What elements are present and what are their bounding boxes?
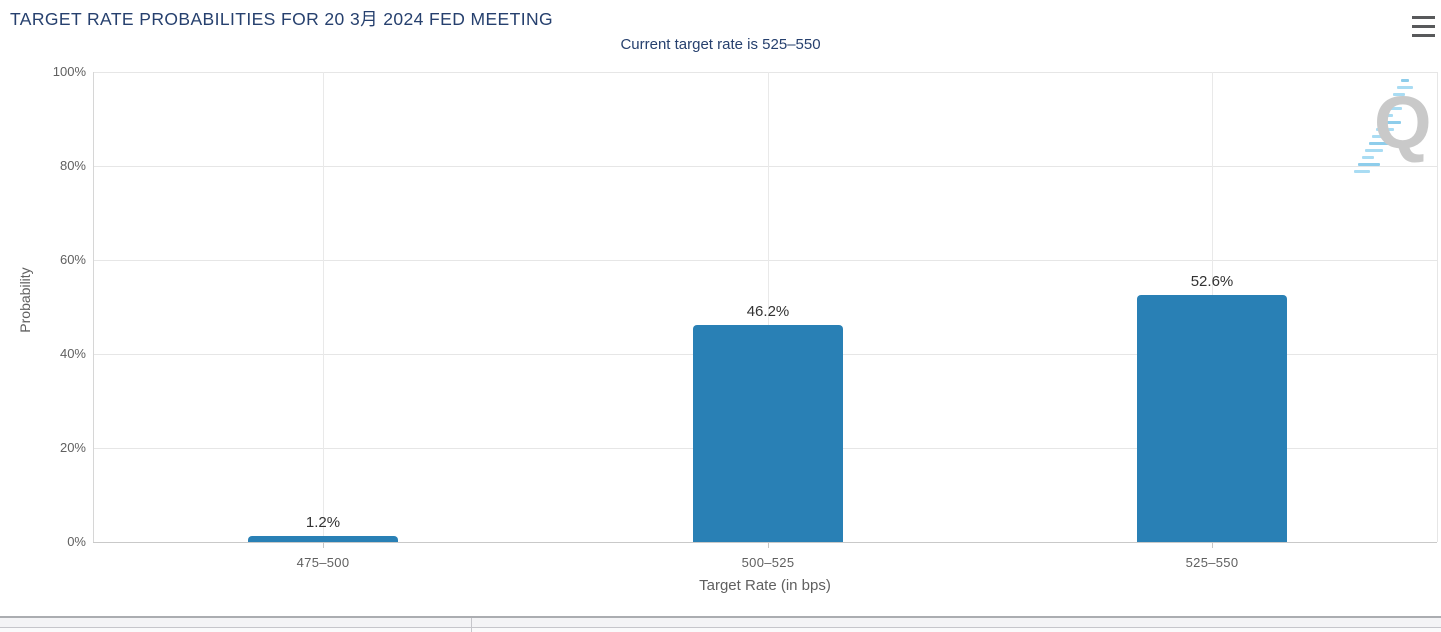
y-gridline [93, 166, 1437, 167]
menu-bar [1412, 16, 1435, 19]
plot-right-border [1437, 72, 1438, 542]
probability-bar-525–550[interactable] [1137, 294, 1287, 542]
watermark-dash [1365, 149, 1383, 152]
y-gridline [93, 72, 1437, 73]
y-axis-title: Probability [17, 267, 33, 333]
bar-data-label: 52.6% [1190, 272, 1234, 290]
bar-data-label: 46.2% [746, 302, 790, 320]
probability-bar-500–525[interactable] [693, 324, 843, 542]
y-tick-label: 40% [59, 346, 86, 361]
watermark-dash [1358, 163, 1380, 166]
menu-bar [1412, 34, 1435, 37]
y-tick-label: 80% [59, 158, 86, 173]
chart-title: TARGET RATE PROBABILITIES FOR 20 3月 2024… [10, 9, 554, 29]
bar-data-label: 1.2% [305, 514, 341, 532]
watermark-dash [1362, 156, 1374, 159]
y-tick-label: 20% [59, 440, 86, 455]
bottom-table-hairline [0, 627, 1441, 628]
watermark-dash [1393, 93, 1405, 96]
bottom-table-top-rule [0, 616, 1441, 618]
bottom-table-column-divider [471, 618, 472, 632]
y-gridline [93, 260, 1437, 261]
x-tick-mark [1212, 542, 1213, 548]
y-tick-label: 0% [67, 534, 86, 549]
bottom-table-header-band [0, 618, 1441, 627]
watermark-q-letter: Q [1374, 81, 1432, 164]
x-category-label: 525–550 [1185, 555, 1239, 570]
y-tick-label: 100% [52, 64, 86, 79]
x-category-label: 500–525 [741, 555, 795, 570]
watermark-dash [1354, 170, 1370, 173]
watermark-dash [1397, 86, 1413, 89]
watermark-dash [1386, 107, 1402, 110]
watermark-dash [1383, 114, 1393, 117]
watermark-dash [1379, 121, 1401, 124]
x-gridline [323, 72, 324, 542]
watermark-dash [1401, 79, 1409, 82]
watermark-dash [1390, 100, 1410, 103]
x-tick-mark [768, 542, 769, 548]
hamburger-menu-icon[interactable] [1412, 16, 1435, 37]
y-tick-label: 60% [59, 252, 86, 267]
x-tick-mark [323, 542, 324, 548]
x-gridline [768, 72, 769, 542]
x-category-label: 475–500 [296, 555, 350, 570]
menu-bar [1412, 25, 1435, 28]
probability-bar-475–500[interactable] [248, 536, 398, 542]
chart-subtitle: Current target rate is 525–550 [620, 36, 821, 53]
bottom-table-body-edge [0, 628, 1441, 632]
quandl-watermark: Q [1340, 70, 1441, 180]
watermark-dash [1372, 135, 1384, 138]
x-axis-line [93, 542, 1437, 543]
watermark-dash [1376, 128, 1394, 131]
x-axis-title: Target Rate (in bps) [699, 577, 831, 594]
y-axis-line [93, 72, 94, 542]
watermark-dash [1369, 142, 1393, 145]
